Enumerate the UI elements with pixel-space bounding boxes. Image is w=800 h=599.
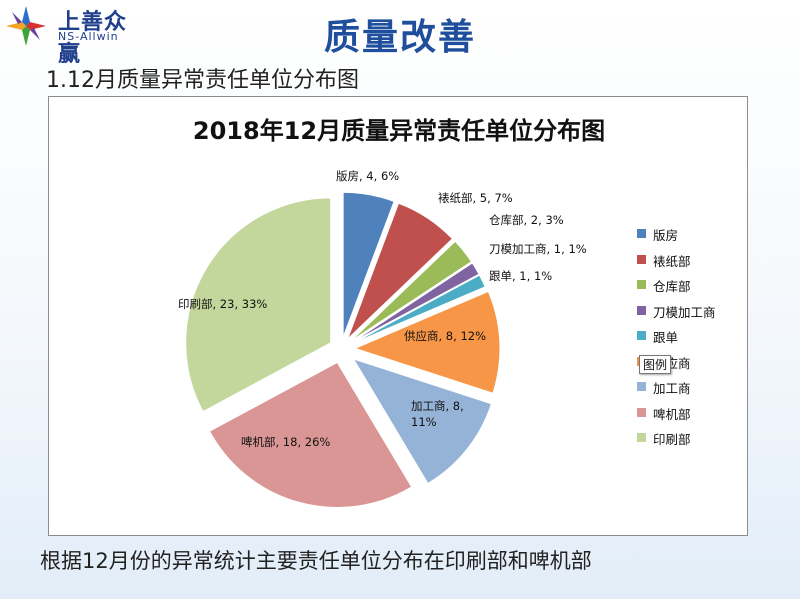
data-label: 版房, 4, 6% xyxy=(336,169,400,183)
legend-label: 啤机部 xyxy=(653,406,691,422)
legend-label: 裱纸部 xyxy=(653,253,691,269)
pie-slice xyxy=(347,202,454,340)
pie-slice xyxy=(351,274,486,345)
pie-slice xyxy=(342,191,395,338)
company-logo: 上善众赢 NS-Allwin xyxy=(0,0,142,67)
pie-slice xyxy=(185,197,332,413)
logo-mark-icon xyxy=(6,6,46,46)
pie-chart: 2018年12月质量异常责任单位分布图 版房, 4, 6% 裱纸部, 5, 7% 仓… xyxy=(48,96,748,536)
logo-brand-english: NS-Allwin xyxy=(58,30,119,43)
legend-swatch xyxy=(637,407,646,417)
legend-swatch xyxy=(637,433,646,442)
pie-slice xyxy=(353,290,501,394)
data-label: 印刷部, 23, 33% xyxy=(178,297,268,311)
data-label: 跟单, 1, 1% xyxy=(489,269,553,283)
data-label: 仓库部, 2, 3% xyxy=(489,213,564,227)
legend-tooltip: 图例 xyxy=(639,355,672,374)
legend-label: 刀模加工商 xyxy=(653,304,716,320)
pie-slice xyxy=(351,262,480,344)
legend-swatch xyxy=(637,254,646,264)
data-label: 啤机部, 18, 26% xyxy=(241,435,331,449)
legend-swatch xyxy=(637,229,646,238)
data-label: 裱纸部, 5, 7% xyxy=(438,191,513,205)
legend-label: 加工商 xyxy=(653,381,691,396)
legend-label: 版房 xyxy=(653,228,679,243)
legend-label: 印刷部 xyxy=(653,432,691,447)
slide-subtitle: 1.12月质量异常责任单位分布图 xyxy=(46,68,359,93)
pie-slice xyxy=(352,358,493,485)
pie-slice xyxy=(208,361,413,508)
data-label: 刀模加工商, 1, 1% xyxy=(489,242,587,256)
data-label: 供应商, 8, 12% xyxy=(404,329,486,343)
legend-label: 跟单 xyxy=(653,330,679,345)
legend-swatch xyxy=(637,280,646,289)
conclusion-text: 根据12月份的异常统计主要责任单位分布在印刷部和啤机部 xyxy=(40,549,592,573)
logo-brand-name: 上善众赢 xyxy=(58,10,128,67)
chart-title: 2018年12月质量异常责任单位分布图 xyxy=(192,117,606,145)
legend-swatch xyxy=(637,331,646,340)
data-label: 加工商, 8, 11% xyxy=(411,399,464,429)
pie-chart-svg xyxy=(185,191,501,508)
legend-label: 仓库部 xyxy=(653,279,691,294)
legend-swatch xyxy=(637,382,646,391)
slide-title: 质量改善 xyxy=(323,17,476,58)
legend-swatch xyxy=(637,305,646,315)
pie-slice xyxy=(350,240,473,342)
